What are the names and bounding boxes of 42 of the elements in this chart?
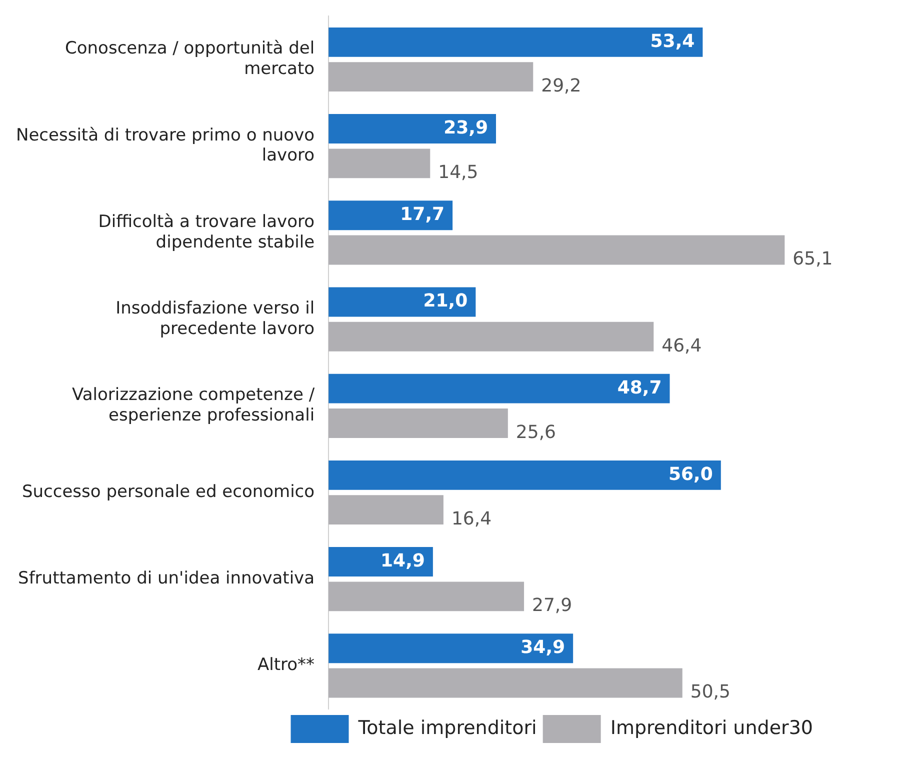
y-tick-label: Conoscenza / opportunità del mercato [65,38,315,80]
bar [328,148,430,178]
data-label: 50,5 [690,682,730,703]
data-label: 29,2 [541,75,582,96]
data-label: 53,4 [650,30,695,52]
bar [328,547,433,576]
data-label: 48,7 [617,377,662,398]
bar [328,200,453,230]
data-label: 46,4 [662,335,702,356]
data-label: 21,0 [423,290,468,312]
bar [328,668,682,698]
y-tick-label: Altro** [258,655,315,676]
bar [328,27,703,57]
legend-label: Totale imprenditori [357,716,537,739]
bar [328,374,670,404]
bar [328,62,534,92]
data-label: 34,9 [520,637,566,658]
bar [328,235,785,265]
legend-label: Imprenditori under30 [610,716,814,739]
y-tick-label: Difficoltà a trovare lavoro dipendente stabile [98,212,315,252]
data-label: 14,9 [380,550,425,572]
data-label: 17,7 [400,204,445,226]
y-tick-label: Sfruttamento di un'idea innovativa [18,568,315,589]
bar [328,582,524,612]
data-label: 23,9 [444,117,488,138]
bar [328,114,496,144]
data-label: 25,6 [516,422,556,443]
bar [328,322,654,352]
y-tick-label: Valorizzazione competenze / esperienze professionali [72,385,315,426]
data-label: 16,4 [451,508,492,530]
bar [328,495,444,525]
bar [328,408,508,438]
y-tick-label: Successo personale ed economico [22,482,315,502]
bar [328,287,476,317]
bar [328,634,574,664]
data-label: 27,9 [532,595,572,616]
bar [328,460,721,490]
y-tick-label: Insoddisfazione verso il precedente lavoro [116,298,315,339]
data-label: 65,1 [792,248,833,270]
data-label: 56,0 [668,464,713,485]
data-label: 14,5 [438,162,478,184]
y-tick-label: Necessità di trovare primo o nuovo lavoro [16,125,315,166]
